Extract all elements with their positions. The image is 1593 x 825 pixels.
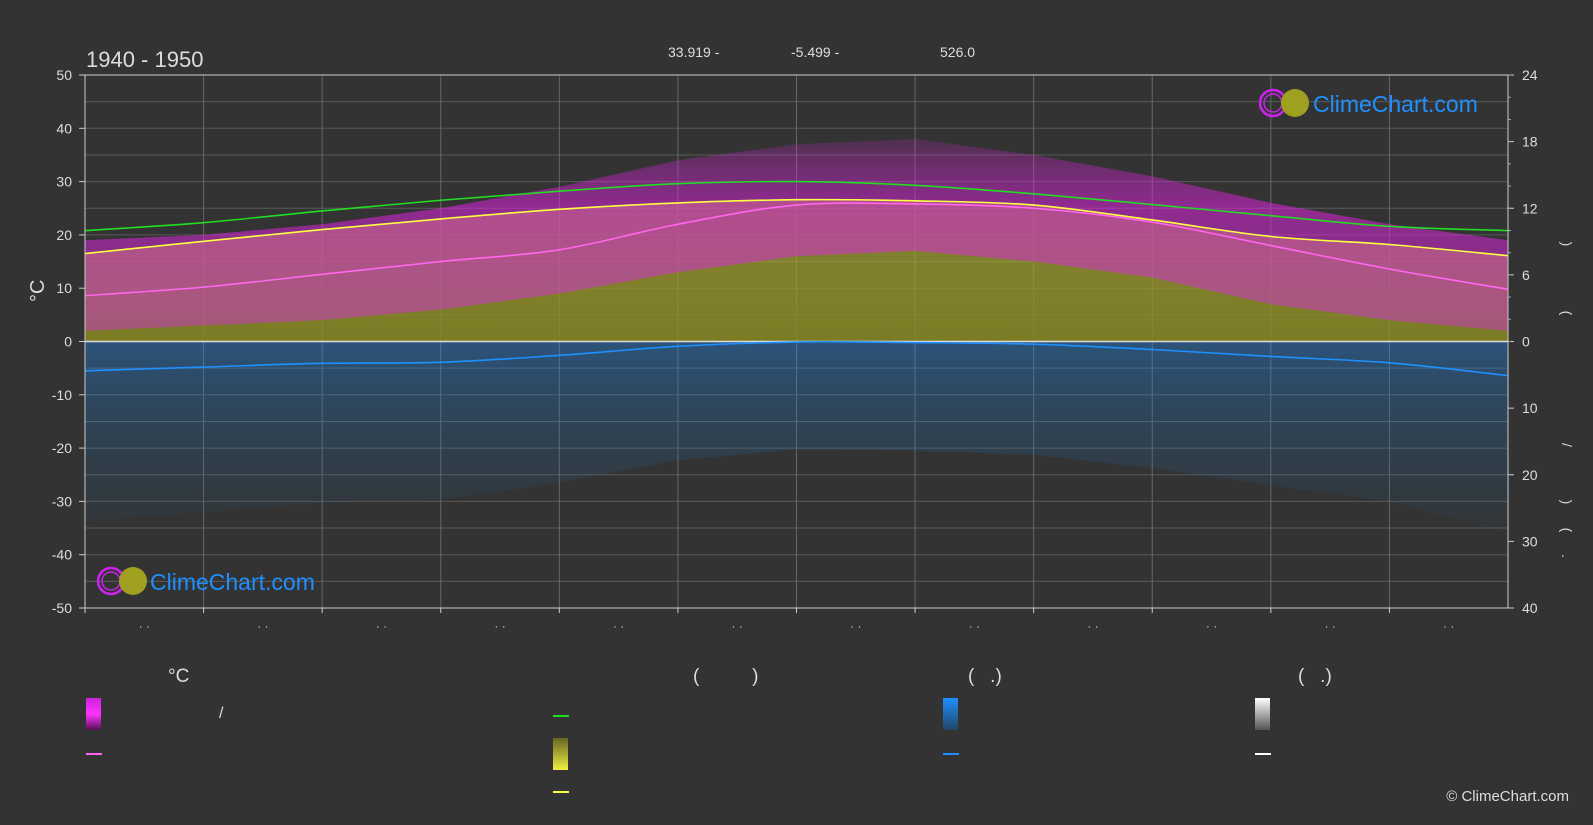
x-tick-label: · ·: [1324, 619, 1335, 633]
longitude-label: -5.499 -: [791, 44, 840, 60]
latitude-label: 33.919 -: [668, 44, 720, 60]
y-tick-label: -30: [52, 493, 72, 509]
y2-axis-label: .: [1559, 554, 1575, 558]
y-axis-label: °C: [27, 280, 49, 302]
y-tick-label: 20: [56, 227, 72, 243]
x-tick-label: · ·: [613, 619, 624, 633]
logo-text: ClimeChart.com: [1313, 91, 1478, 117]
y2-tick-label: 20: [1522, 467, 1538, 483]
y2-axis-label: /: [1559, 443, 1575, 447]
x-tick-label: · ·: [850, 619, 861, 633]
y-tick-label: 10: [56, 280, 72, 296]
logo-bottom: ClimeChart.com: [96, 566, 315, 596]
x-tick-label: · ·: [376, 619, 387, 633]
y2-tick-label: 24: [1522, 67, 1538, 83]
logo-top: ClimeChart.com: [1258, 88, 1478, 118]
sunshine-line: [84, 198, 1509, 257]
y-tick-label: 30: [56, 174, 72, 190]
temperature-bands: [85, 138, 1508, 534]
y-tick-label: 50: [56, 67, 72, 83]
logo-sun-icon: [119, 567, 147, 595]
logo-sun-icon: [1281, 89, 1309, 117]
y2-tick-label: 10: [1522, 400, 1538, 416]
y2-tick-label: 6: [1522, 267, 1530, 283]
y-tick-label: -50: [52, 600, 72, 616]
x-tick-label: · ·: [494, 619, 505, 633]
mean-temp-line: [84, 202, 1509, 297]
x-tick-label: · ·: [1206, 619, 1217, 633]
logo-text: ClimeChart.com: [150, 569, 315, 595]
y2-axis-label: (: [1559, 528, 1575, 533]
x-tick-label: · ·: [139, 619, 150, 633]
y2-tick-label: 0: [1522, 334, 1530, 350]
y2-tick-label: 18: [1522, 134, 1538, 150]
daylight-line: [84, 180, 1509, 232]
y-tick-label: 40: [56, 120, 72, 136]
x-tick-label: · ·: [1443, 619, 1454, 633]
axes: 50 40 30 20 10 0 -10 -20 -30 -40 -50 24 18 12 6 0 10 20 30…: [52, 67, 1575, 633]
y-tick-label: -40: [52, 547, 72, 563]
y2-axis-label: ): [1559, 500, 1575, 505]
y-tick-label: -20: [52, 440, 72, 456]
chart-title: 1940 - 1950: [86, 47, 203, 72]
y2-axis-label: ): [1559, 242, 1575, 247]
y2-axis-label: (: [1559, 311, 1575, 316]
y-tick-label: -10: [52, 387, 72, 403]
y2-tick-label: 30: [1522, 533, 1538, 549]
y-tick-label: 0: [64, 334, 72, 350]
elevation-label: 526.0: [940, 44, 975, 60]
temperature-range-band: [85, 138, 1508, 331]
rain-band: [85, 341, 1508, 534]
precip-line: [84, 341, 1509, 377]
y2-tick-label: 40: [1522, 600, 1538, 616]
x-tick-label: · ·: [1087, 619, 1098, 633]
x-tick-label: · ·: [732, 619, 743, 633]
x-tick-label: · ·: [969, 619, 980, 633]
x-tick-label: · ·: [257, 619, 268, 633]
y2-tick-label: 12: [1522, 200, 1538, 216]
series-lines: [84, 180, 1509, 377]
